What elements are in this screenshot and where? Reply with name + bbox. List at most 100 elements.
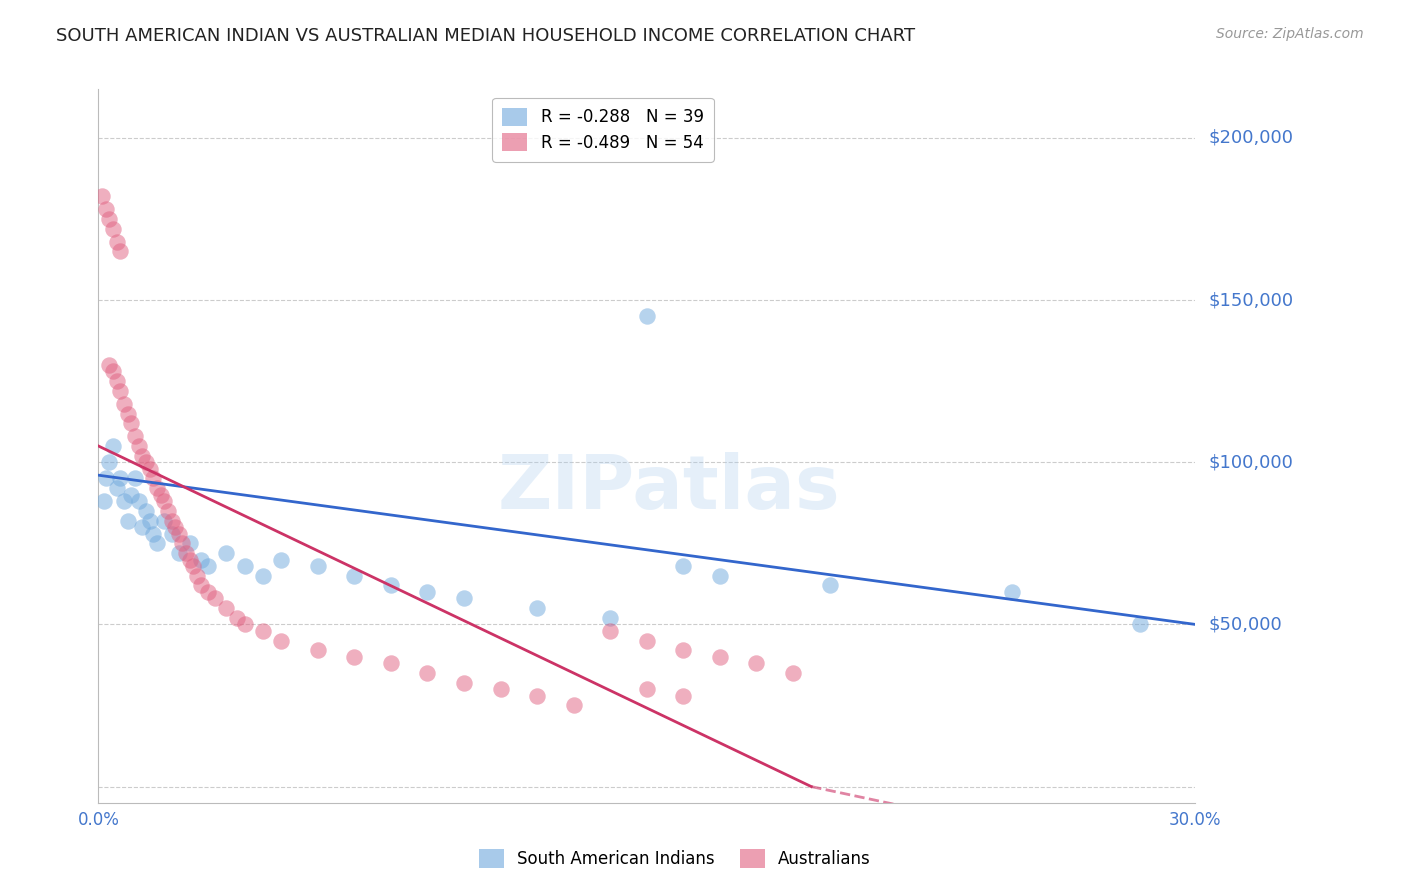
Point: [174, 546, 197, 560]
Point: [93, 494, 115, 508]
Point: [172, 536, 194, 550]
Point: [160, 514, 183, 528]
Text: SOUTH AMERICAN INDIAN VS AUSTRALIAN MEDIAN HOUSEHOLD INCOME CORRELATION CHART: SOUTH AMERICAN INDIAN VS AUSTRALIAN MEDI…: [56, 27, 915, 45]
Point: [128, 494, 150, 508]
Point: [101, 439, 124, 453]
Point: [197, 559, 219, 574]
Point: [98, 211, 121, 226]
Point: [105, 374, 128, 388]
Point: [94, 471, 117, 485]
Legend: R = -0.288   N = 39, R = -0.489   N = 54: R = -0.288 N = 39, R = -0.489 N = 54: [492, 97, 714, 161]
Point: [142, 471, 165, 485]
Point: [745, 657, 768, 671]
Point: [153, 514, 176, 528]
Point: [215, 601, 238, 615]
Point: [197, 585, 219, 599]
Point: [215, 546, 238, 560]
Point: [190, 578, 212, 592]
Point: [782, 666, 804, 681]
Point: [128, 439, 150, 453]
Point: [599, 624, 621, 638]
Point: [153, 494, 176, 508]
Point: [156, 504, 179, 518]
Point: [146, 536, 169, 550]
Point: [233, 559, 256, 574]
Point: [416, 585, 439, 599]
Point: [489, 682, 512, 697]
Point: [636, 682, 658, 697]
Point: [307, 559, 329, 574]
Point: [343, 568, 366, 582]
Point: [636, 310, 658, 324]
Point: [186, 568, 208, 582]
Point: [226, 611, 249, 625]
Point: [110, 384, 132, 398]
Point: [636, 633, 658, 648]
Point: [146, 481, 169, 495]
Point: [453, 591, 475, 606]
Point: [526, 689, 548, 703]
Point: [135, 455, 157, 469]
Point: [117, 407, 139, 421]
Point: [380, 578, 402, 592]
Point: [270, 633, 292, 648]
Point: [709, 649, 731, 664]
Point: [101, 221, 124, 235]
Point: [131, 449, 153, 463]
Point: [252, 624, 274, 638]
Point: [526, 601, 548, 615]
Point: [343, 649, 366, 664]
Point: [270, 552, 292, 566]
Point: [105, 481, 128, 495]
Point: [179, 536, 201, 550]
Point: [120, 417, 142, 431]
Point: [1129, 617, 1152, 632]
Point: [233, 617, 256, 632]
Point: [190, 552, 212, 566]
Point: [453, 675, 475, 690]
Point: [142, 526, 165, 541]
Text: Source: ZipAtlas.com: Source: ZipAtlas.com: [1216, 27, 1364, 41]
Point: [101, 364, 124, 378]
Point: [138, 461, 160, 475]
Text: $200,000: $200,000: [1208, 128, 1294, 147]
Point: [160, 526, 183, 541]
Point: [105, 235, 128, 249]
Point: [91, 189, 114, 203]
Point: [380, 657, 402, 671]
Point: [599, 611, 621, 625]
Point: [149, 488, 172, 502]
Point: [672, 689, 695, 703]
Point: [307, 643, 329, 657]
Point: [179, 552, 201, 566]
Text: $150,000: $150,000: [1208, 291, 1294, 309]
Point: [98, 455, 121, 469]
Point: [818, 578, 841, 592]
Point: [416, 666, 439, 681]
Point: [672, 559, 695, 574]
Point: [124, 429, 146, 443]
Point: [120, 488, 142, 502]
Point: [135, 504, 157, 518]
Text: $50,000: $50,000: [1208, 615, 1282, 633]
Point: [124, 471, 146, 485]
Text: ZIPatlas: ZIPatlas: [498, 452, 839, 525]
Point: [112, 494, 135, 508]
Point: [167, 526, 190, 541]
Point: [252, 568, 274, 582]
Point: [110, 244, 132, 259]
Point: [562, 698, 585, 713]
Point: [204, 591, 226, 606]
Point: [165, 520, 187, 534]
Point: [131, 520, 153, 534]
Point: [112, 397, 135, 411]
Point: [167, 546, 190, 560]
Point: [709, 568, 731, 582]
Point: [672, 643, 695, 657]
Point: [183, 559, 205, 574]
Point: [117, 514, 139, 528]
Point: [110, 471, 132, 485]
Point: [1001, 585, 1024, 599]
Point: [138, 514, 160, 528]
Point: [98, 358, 121, 372]
